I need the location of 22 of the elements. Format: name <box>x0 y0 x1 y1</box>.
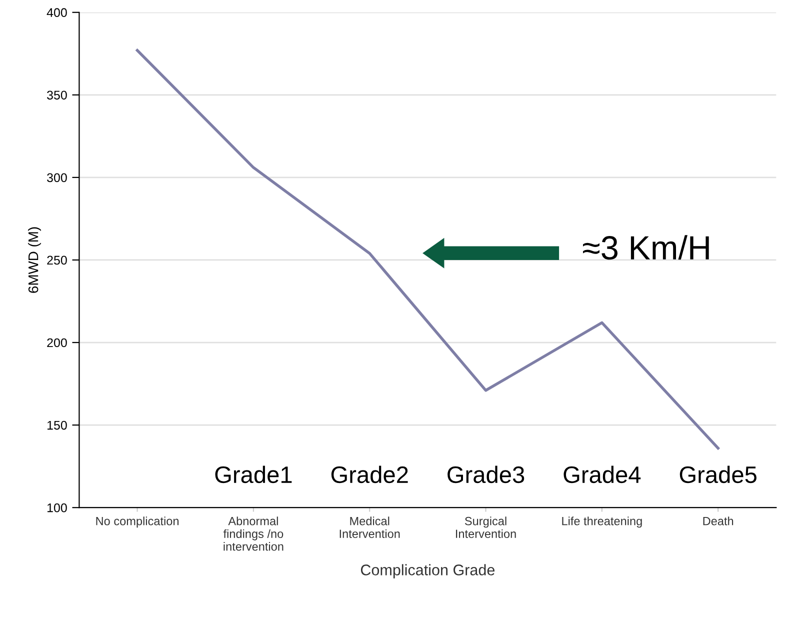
y-tick-label: 100 <box>47 503 67 512</box>
x-tick-label: Medical Intervention <box>340 516 400 538</box>
y-tick-label: 150 <box>47 420 67 430</box>
x-tick-label: Life threatening <box>562 516 642 528</box>
annotation: Grade5 <box>680 466 756 484</box>
y-tick-label: 300 <box>47 173 67 182</box>
x-tick-label: No complication <box>96 516 179 528</box>
y-tick-label: 400 <box>46 8 67 18</box>
x-tick-label: Surgical Intervention <box>456 516 516 538</box>
x-axis-title: Complication Grade <box>360 564 495 578</box>
line-series <box>136 48 720 450</box>
x-tick-label: Abnormal findings /no intervention <box>223 516 284 551</box>
x-tick-label: Death <box>703 516 734 526</box>
y-tick-label: 200 <box>47 338 67 348</box>
y-tick-label: 350 <box>47 90 67 100</box>
y-axis-title: 6MWD (M) <box>28 227 41 293</box>
annotation: Grade3 <box>448 466 524 484</box>
y-tick-label: 250 <box>47 256 67 265</box>
annotation: ≈3 Km/H <box>583 235 709 260</box>
annotation: Grade1 <box>215 466 292 484</box>
annotation: Grade2 <box>331 466 408 484</box>
annotation: Grade4 <box>564 466 641 484</box>
